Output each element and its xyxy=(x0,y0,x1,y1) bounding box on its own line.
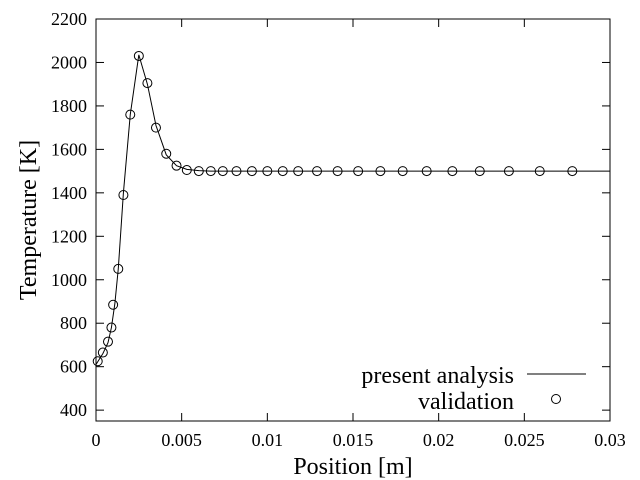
validation-point xyxy=(312,166,323,177)
x-tick-label: 0.005 xyxy=(161,430,202,450)
validation-point xyxy=(102,336,113,347)
validation-point xyxy=(108,299,119,310)
x-tick-label: 0.02 xyxy=(423,430,455,450)
validation-point xyxy=(113,263,124,274)
validation-point xyxy=(567,166,578,177)
y-axis: 400 600 800 1000 1200 1400 1600 1800 2000 2200 xyxy=(51,9,610,420)
x-tick-label: 0.03 xyxy=(594,430,626,450)
validation-point xyxy=(397,166,408,177)
plot-area: 0 0.005 0.01 0.015 0.02 0.025 0.03 400 600 800 10… xyxy=(51,9,626,450)
validation-point xyxy=(97,347,108,358)
x-axis: 0 0.005 0.01 0.015 0.02 0.025 0.03 xyxy=(92,19,626,450)
x-tick-label: 0.015 xyxy=(333,430,374,450)
y-tick-label: 400 xyxy=(60,400,87,420)
plot-frame xyxy=(95,18,611,422)
validation-point xyxy=(353,166,364,177)
series-line-present-analysis xyxy=(95,54,610,365)
y-tick-label: 2000 xyxy=(51,52,87,72)
x-tick-label: 0.01 xyxy=(252,430,284,450)
legend: present analysis validation xyxy=(361,363,586,415)
validation-point xyxy=(447,166,458,177)
validation-point xyxy=(150,122,161,133)
y-tick-label: 600 xyxy=(60,357,87,377)
validation-point xyxy=(125,109,136,120)
validation-point xyxy=(171,160,182,171)
validation-point xyxy=(205,166,216,177)
validation-point xyxy=(193,166,204,177)
y-tick-label: 1200 xyxy=(51,226,87,246)
validation-point xyxy=(133,50,144,61)
validation-point xyxy=(161,148,172,159)
validation-point xyxy=(142,78,153,89)
x-axis-title: Position [m] xyxy=(293,454,412,480)
validation-point xyxy=(534,166,545,177)
legend-label-validation: validation xyxy=(418,389,514,415)
y-tick-label: 1400 xyxy=(51,183,87,203)
validation-point xyxy=(474,166,485,177)
series-layer xyxy=(92,50,610,367)
validation-point xyxy=(293,166,304,177)
x-tick-label: 0 xyxy=(92,430,101,450)
y-tick-label: 1600 xyxy=(51,139,87,159)
legend-label-present-analysis: present analysis xyxy=(361,363,514,389)
legend-swatch-validation xyxy=(551,394,561,404)
validation-point xyxy=(106,322,117,333)
validation-point xyxy=(181,165,192,176)
x-tick-label: 0.025 xyxy=(504,430,545,450)
validation-point xyxy=(246,166,257,177)
validation-point xyxy=(332,166,343,177)
validation-point xyxy=(262,166,273,177)
validation-point xyxy=(217,166,228,177)
validation-point xyxy=(92,356,103,367)
validation-point xyxy=(231,166,242,177)
validation-point xyxy=(118,190,129,201)
y-tick-label: 2200 xyxy=(51,9,87,29)
validation-point xyxy=(421,166,432,177)
y-axis-title: Temperature [K] xyxy=(16,140,42,300)
validation-point xyxy=(277,166,288,177)
y-tick-label: 1000 xyxy=(51,270,87,290)
validation-point xyxy=(503,166,514,177)
validation-point xyxy=(375,166,386,177)
y-tick-label: 1800 xyxy=(51,96,87,116)
y-tick-label: 800 xyxy=(60,313,87,333)
